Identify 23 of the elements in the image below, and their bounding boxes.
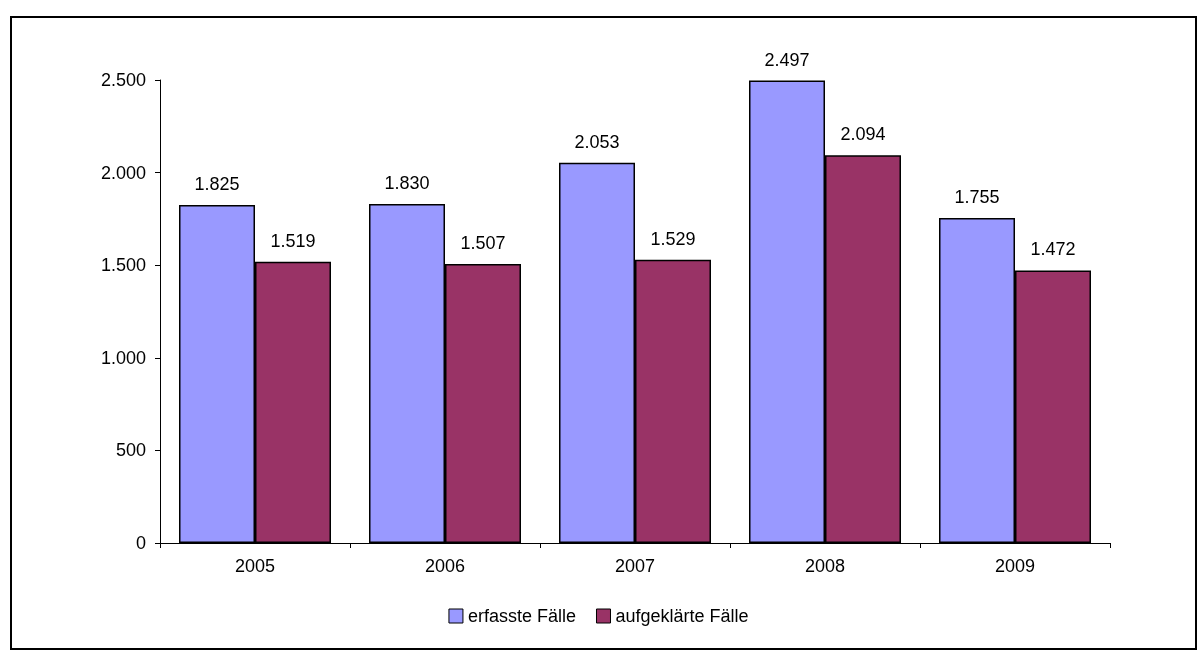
data-label: 1.472 [1030,239,1076,260]
y-tick-label: 2.000 [100,162,146,183]
x-tick-label: 2008 [804,556,846,576]
legend-label: erfasste Fälle [467,606,576,626]
data-label: 1.519 [270,230,316,251]
data-label: 1.529 [650,228,696,249]
y-tick-label: 0 [135,533,146,553]
data-label: 2.497 [764,49,810,70]
data-label: 1.507 [460,232,506,253]
data-label: 2.053 [574,131,620,152]
y-tick-label: 500 [115,440,146,461]
x-tick-label: 2006 [424,556,466,576]
x-tick-label: 2005 [234,556,276,576]
x-tick-label: 2007 [614,556,656,576]
data-label: 1.755 [954,186,1000,207]
x-tick-label: 2009 [994,556,1036,576]
y-tick-label: 1.000 [100,347,146,368]
legend-label: aufgeklärte Fälle [615,606,749,626]
y-tick-label: 1.500 [100,255,146,276]
data-label: 2.094 [840,124,886,145]
data-label: 1.830 [384,173,430,194]
data-label: 1.825 [194,174,240,195]
y-tick-label: 2.500 [100,70,146,90]
